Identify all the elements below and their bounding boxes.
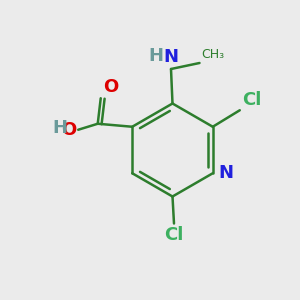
Text: Cl: Cl <box>242 91 262 109</box>
Text: CH₃: CH₃ <box>201 49 224 62</box>
Text: H: H <box>148 47 164 65</box>
Text: H: H <box>53 119 68 137</box>
Text: Cl: Cl <box>164 226 184 244</box>
Text: N: N <box>164 48 178 66</box>
Text: O: O <box>61 121 77 139</box>
Text: O: O <box>103 78 118 96</box>
Text: N: N <box>218 164 233 182</box>
